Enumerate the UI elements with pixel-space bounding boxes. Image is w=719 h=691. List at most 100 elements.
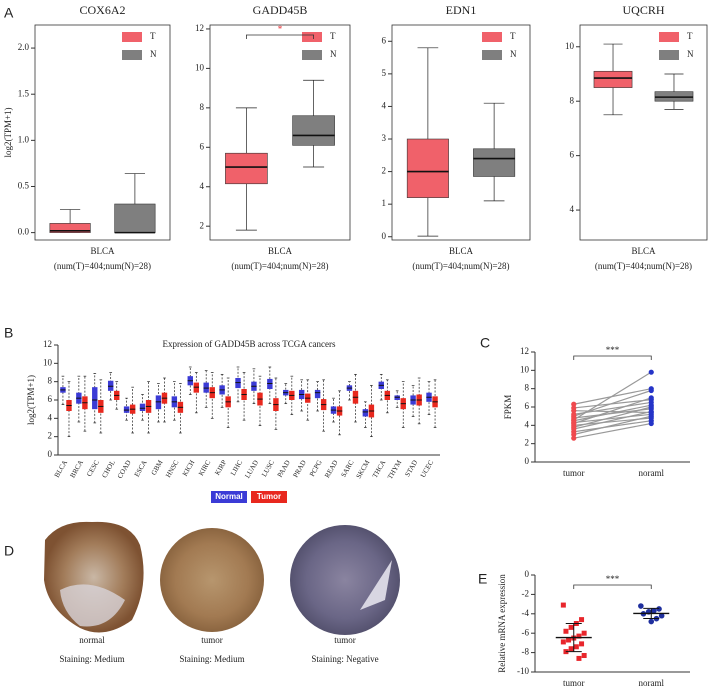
significance-label: * — [278, 24, 283, 34]
x-tick-label: LIHC — [229, 459, 244, 477]
y-tick-label: 12 — [520, 346, 529, 356]
y-tick-label: 10 — [565, 41, 575, 51]
x-tick-label: LUSC — [260, 459, 276, 479]
data-point — [571, 405, 577, 411]
chart-title: Expression of GADD45B across TCGA cancer… — [162, 339, 336, 349]
tissue-label: normal — [79, 635, 105, 645]
x-tick-label: BLCA — [90, 246, 115, 256]
legend-label: N — [150, 49, 157, 59]
significance-bracket — [573, 355, 652, 360]
panel-label: A — [4, 5, 14, 21]
box — [314, 389, 321, 399]
x-tick-label: CESC — [85, 459, 101, 478]
data-point — [648, 406, 654, 412]
legend-swatch — [482, 32, 502, 42]
legend-swatch — [659, 32, 679, 42]
y-tick-label: 1 — [382, 198, 387, 208]
y-tick-label: 8 — [570, 95, 575, 105]
box — [473, 148, 516, 177]
chart-title: COX6A2 — [79, 3, 125, 17]
x-tick-label: noraml — [639, 468, 665, 478]
significance-label: *** — [606, 345, 620, 355]
x-tick-label: BRCA — [69, 459, 85, 480]
data-point — [576, 633, 582, 639]
y-tick-label: 12 — [43, 339, 52, 349]
x-tick-label: KICH — [181, 459, 196, 478]
legend-label: N — [330, 49, 337, 59]
panel-label: B — [4, 325, 13, 341]
x-tick-label: READ — [323, 459, 339, 480]
y-tick-label: 6 — [525, 401, 530, 411]
y-tick-label: 4 — [382, 101, 387, 111]
tissue-label: tumor — [334, 635, 356, 645]
data-point — [581, 630, 587, 636]
pair-line — [573, 397, 652, 425]
significance-label: *** — [606, 574, 620, 584]
y-tick-label: 2.0 — [18, 42, 30, 52]
y-axis-label: log2(TPM+1) — [3, 107, 13, 157]
y-axis-label: Relative mRNA expression — [497, 574, 507, 673]
data-point — [563, 628, 569, 634]
plot-frame — [579, 24, 708, 241]
y-tick-label: 4 — [525, 419, 530, 429]
data-point — [638, 603, 644, 609]
y-tick-label: 8 — [525, 383, 530, 393]
x-tick-label: PCPG — [308, 459, 324, 478]
pair-line — [573, 401, 652, 415]
data-point — [560, 602, 566, 608]
x-tick-label: PAAD — [276, 459, 292, 479]
y-tick-label: -2 — [522, 588, 530, 598]
y-tick-label: 8 — [48, 376, 53, 386]
pair-line — [573, 417, 652, 426]
box — [92, 387, 98, 410]
x-tick-label: THYM — [386, 458, 404, 481]
y-tick-label: 6 — [382, 35, 387, 45]
y-tick-label: -10 — [517, 666, 529, 676]
x-tick-label: GBM — [150, 458, 165, 476]
legend-swatch — [211, 491, 247, 503]
significance-bracket — [246, 34, 314, 39]
chart-title: EDN1 — [446, 3, 477, 17]
legend-label: N — [510, 49, 517, 59]
data-point — [571, 435, 577, 441]
legend-swatch — [302, 50, 322, 60]
pair-line — [573, 388, 652, 405]
data-point — [571, 401, 577, 407]
y-tick-label: 0 — [525, 569, 530, 579]
plot-frame — [34, 24, 171, 241]
tissue-image — [290, 525, 400, 635]
box — [139, 403, 146, 411]
y-tick-label: 6 — [570, 150, 575, 160]
y-tick-label: 2 — [382, 166, 387, 176]
x-tick-label: tumor — [563, 678, 585, 688]
box — [593, 70, 633, 88]
panel-label: D — [4, 543, 14, 559]
legend-label: Normal — [215, 492, 243, 501]
pair-line — [573, 410, 652, 414]
x-tick-label: ESCA — [133, 459, 149, 479]
y-tick-label: 1.0 — [18, 134, 30, 144]
x-axis-label: (num(T)=404;num(N)=28) — [412, 261, 509, 271]
legend-label: Tumor — [257, 492, 281, 501]
legend-swatch — [659, 50, 679, 60]
data-point — [568, 624, 574, 630]
legend-label: T — [330, 31, 336, 41]
x-tick-label: PRAD — [292, 459, 308, 479]
y-tick-label: 10 — [520, 364, 530, 374]
plot-frame — [209, 24, 351, 241]
chart-title: UQCRH — [622, 3, 664, 17]
pair-line — [573, 410, 652, 430]
x-tick-label: COAD — [116, 459, 133, 480]
legend-swatch — [302, 32, 322, 42]
y-tick-label: -4 — [522, 608, 530, 618]
x-tick-label: SARC — [340, 459, 356, 479]
data-point — [648, 397, 654, 403]
x-tick-label: KIRC — [197, 459, 212, 478]
y-tick-label: 2 — [48, 431, 53, 441]
x-axis-label: (num(T)=404;num(N)=28) — [231, 261, 328, 271]
pair-line — [573, 422, 652, 439]
tissue-region — [360, 560, 392, 610]
x-tick-label: BLCA — [631, 246, 656, 256]
